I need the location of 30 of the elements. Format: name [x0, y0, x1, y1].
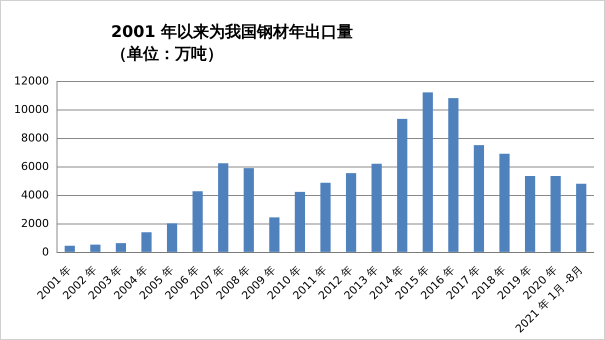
bar	[346, 173, 356, 252]
bar	[320, 182, 331, 252]
y-tick-label: 0	[42, 245, 49, 258]
bar	[397, 118, 408, 252]
bar	[448, 98, 458, 252]
bar	[474, 145, 484, 252]
y-tick-label: 10000	[14, 102, 49, 116]
bar	[372, 164, 382, 252]
bar	[499, 154, 510, 252]
bar	[166, 223, 178, 252]
bar	[269, 217, 280, 252]
bar	[550, 176, 561, 252]
bar	[294, 192, 306, 252]
y-tick-label: 4000	[20, 188, 49, 202]
bar	[244, 168, 254, 252]
chart-title: 2001 年以来为我国钢材年出口量	[111, 21, 354, 43]
bar	[64, 246, 75, 252]
bar	[192, 191, 203, 252]
bar	[218, 163, 228, 252]
bar	[90, 244, 100, 252]
bar	[422, 92, 433, 252]
y-tick-label: 8000	[20, 131, 49, 144]
chart-subtitle: （单位：万吨）	[111, 43, 224, 65]
bar	[524, 176, 536, 252]
bar	[141, 232, 152, 252]
y-tick-label: 6000	[20, 160, 49, 173]
y-tick-label: 12000	[14, 74, 49, 88]
bar	[576, 184, 586, 252]
bar	[116, 243, 126, 252]
y-tick-label: 2000	[20, 216, 49, 230]
